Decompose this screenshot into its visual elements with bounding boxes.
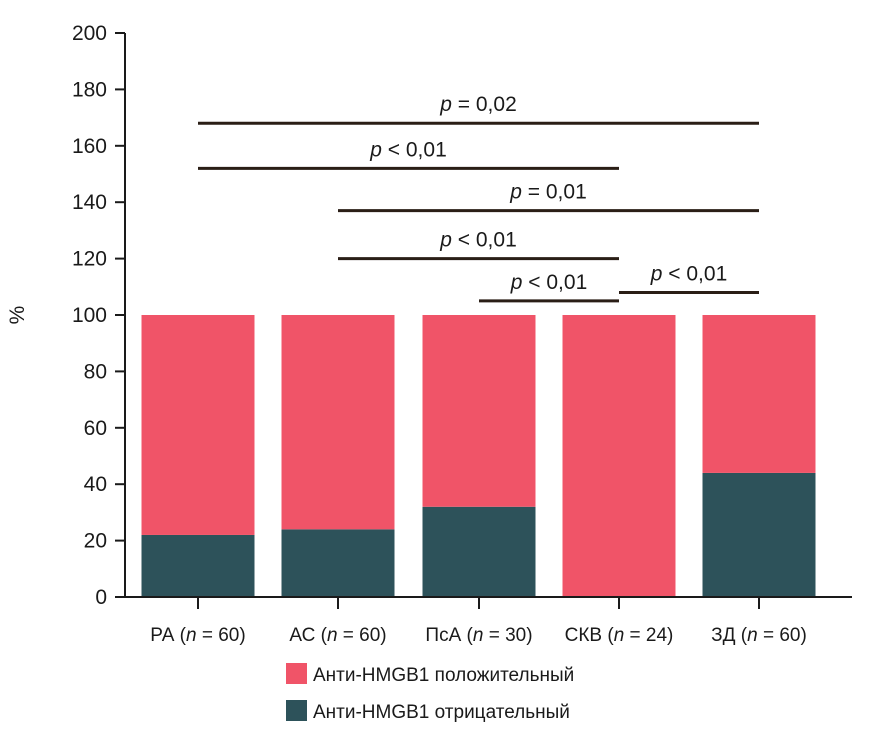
- significance-label: p = 0,02: [439, 93, 517, 116]
- bar-negative: [422, 506, 536, 597]
- y-tick-label: 100: [72, 304, 107, 327]
- legend-label: Анти-HMGB1 положительный: [313, 665, 574, 686]
- bar-positive: [562, 315, 676, 597]
- y-tick-label: 0: [95, 586, 107, 609]
- y-tick-label: 20: [84, 530, 107, 553]
- x-tick-label: ЗД (n = 60): [711, 625, 807, 646]
- bar-positive: [422, 315, 536, 507]
- legend-swatch: [286, 700, 307, 721]
- bar-positive: [702, 315, 816, 473]
- significance-label: p = 0,01: [509, 181, 587, 204]
- y-axis-label: %: [6, 306, 29, 325]
- x-tick-label: РА (n = 60): [150, 625, 245, 646]
- y-tick-label: 180: [72, 78, 107, 101]
- bar-positive: [281, 315, 395, 530]
- bar-negative: [281, 529, 395, 597]
- significance-label: p < 0,01: [369, 138, 447, 161]
- bar-negative: [702, 472, 816, 597]
- y-tick-label: 140: [72, 191, 107, 214]
- y-tick-label: 40: [84, 473, 107, 496]
- legend-swatch: [286, 663, 307, 684]
- y-tick-label: 120: [72, 248, 107, 271]
- x-tick-label: ПсА (n = 30): [425, 625, 532, 646]
- y-tick-label: 60: [84, 417, 107, 440]
- y-tick-label: 80: [84, 360, 107, 383]
- bar-negative: [141, 534, 255, 597]
- x-tick-label: АС (n = 60): [289, 625, 386, 646]
- legend-label: Анти-HMGB1 отрицательный: [313, 702, 570, 723]
- y-tick-label: 200: [72, 22, 107, 45]
- significance-label: p < 0,01: [439, 229, 517, 252]
- x-tick-label: СКВ (n = 24): [565, 625, 674, 646]
- bar-positive: [141, 315, 255, 535]
- significance-label: p < 0,01: [650, 262, 728, 285]
- significance-label: p < 0,01: [510, 271, 588, 294]
- y-tick-label: 160: [72, 135, 107, 158]
